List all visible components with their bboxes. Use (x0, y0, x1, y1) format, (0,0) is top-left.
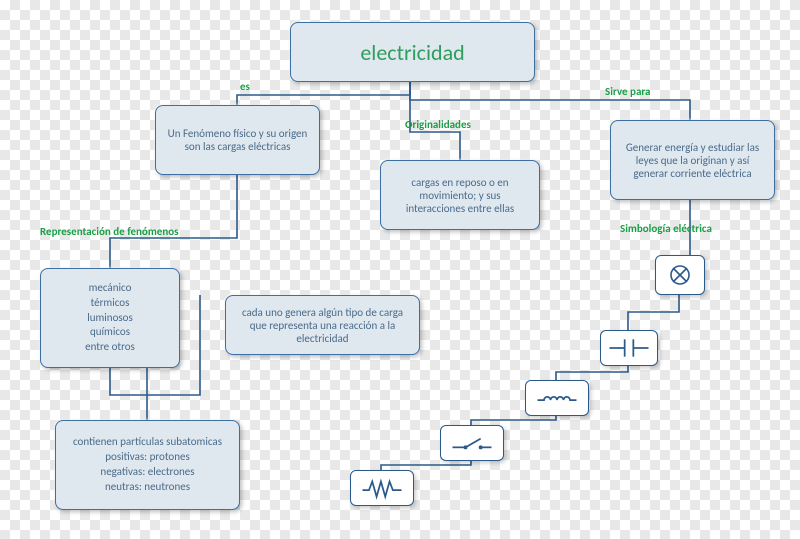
label-es: es (240, 80, 250, 93)
symbol-switch (440, 425, 504, 461)
label-original: Originalidades (405, 118, 471, 131)
symbol-inductor (525, 380, 589, 416)
node-root: electricidad (290, 22, 535, 82)
node-fenomeno: Un Fenómeno físico y su origen son las c… (155, 105, 320, 175)
symbol-resistor (350, 470, 414, 506)
node-cargas: cargas en reposo o en movimiento; y sus … (380, 160, 540, 230)
label-simb: Simbología eléctrica (620, 222, 712, 235)
node-particulas: contienen partículas subatomicaspositiva… (55, 420, 240, 510)
symbol-lamp (655, 255, 705, 295)
label-repr: Representación de fenómenos (40, 225, 179, 238)
label-sirve: Sirve para (605, 85, 650, 98)
node-tipos: mecánicotérmicosluminososquímicosentre o… (40, 268, 180, 368)
symbol-capacitor (600, 330, 658, 366)
node-generar: Generar energía y estudiar las leyes que… (610, 120, 775, 200)
node-cadauno: cada uno genera algún tipo de carga que … (225, 295, 420, 355)
